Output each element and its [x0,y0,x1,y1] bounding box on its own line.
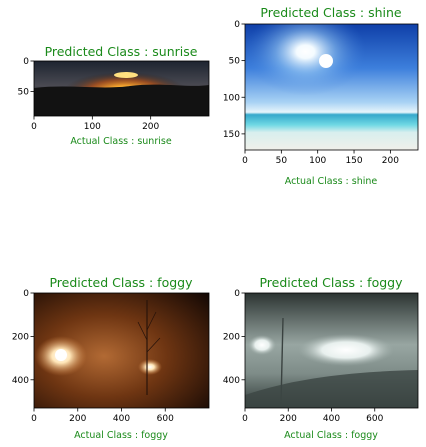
y-tick-label: 200 [12,332,29,342]
y-tick-label: 150 [223,130,240,140]
x-axis-label: Actual Class : foggy [284,430,378,441]
panel-title: Predicted Class : shine [260,5,402,20]
image-road [245,370,418,408]
image-ground [34,84,209,116]
y-axis: 0 50 100 150 [223,20,245,140]
y-axis: 0 200 400 [12,289,34,386]
image-tree [137,311,161,353]
y-tick-label: 400 [223,376,240,386]
y-tick-label: 0 [234,289,240,299]
panel-foggy-day: Predicted Class : foggy 0 200 400 600 0 200 4… [223,275,419,441]
x-tick-label: 400 [113,414,130,424]
x-tick-label: 400 [323,414,340,424]
y-axis: 0 200 400 [223,289,245,386]
x-axis: 0 200 400 600 [242,408,384,424]
panel-foggy-night: Predicted Class : foggy 0 200 400 600 0 200 4… [12,275,210,441]
y-tick-label: 400 [12,376,29,386]
x-tick-label: 0 [242,156,248,166]
image-sun [114,72,138,78]
y-tick-label: 0 [23,289,29,299]
x-tick-label: 150 [345,156,362,166]
y-axis: 0 50 [18,57,34,98]
x-axis: 0 100 200 [31,116,160,132]
y-tick-label: 0 [234,20,240,30]
x-axis: 0 200 400 600 [31,408,174,424]
panel-title: Predicted Class : foggy [259,275,403,290]
panel-sunrise: Predicted Class : sunrise 0 100 200 0 50 Ac… [18,44,210,147]
y-tick-label: 50 [229,57,241,67]
y-tick-label: 100 [223,93,240,103]
image-sun [319,54,333,68]
image-frame [33,60,210,117]
x-tick-label: 100 [309,156,326,166]
x-tick-label: 600 [157,414,174,424]
x-axis-label: Actual Class : foggy [74,430,168,441]
x-axis: 0 50 100 150 200 [242,150,399,166]
y-tick-label: 200 [223,332,240,342]
image-sun-glow [245,24,418,150]
x-axis-label: Actual Class : sunrise [70,136,172,147]
image-frame [244,23,419,151]
x-tick-label: 100 [84,122,101,132]
panel-title: Predicted Class : foggy [49,275,193,290]
x-tick-label: 600 [366,414,383,424]
x-tick-label: 50 [276,156,288,166]
panel-title: Predicted Class : sunrise [45,44,198,59]
x-tick-label: 200 [382,156,399,166]
x-tick-label: 0 [242,414,248,424]
y-tick-label: 50 [18,88,30,98]
x-axis-label: Actual Class : shine [285,176,378,187]
panel-shine: Predicted Class : shine 0 50 100 150 200 0 50… [223,5,419,187]
image-light-glow [248,335,276,355]
x-tick-label: 200 [69,414,86,424]
image-lamp-glow [138,359,162,375]
x-tick-label: 0 [31,414,37,424]
x-tick-label: 200 [280,414,297,424]
x-tick-label: 0 [31,122,37,132]
image-light-glow [298,334,394,366]
y-tick-label: 0 [23,57,29,67]
x-tick-label: 200 [142,122,159,132]
image-lamp [55,349,67,361]
